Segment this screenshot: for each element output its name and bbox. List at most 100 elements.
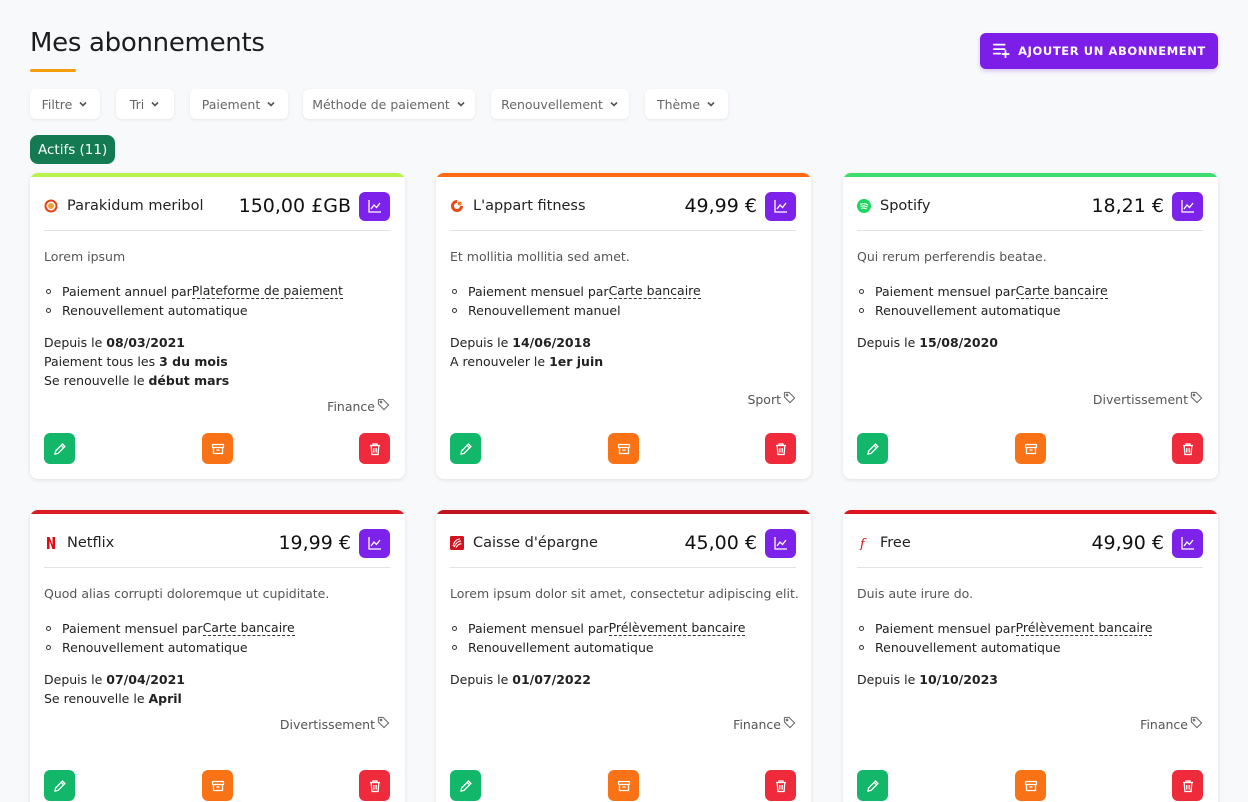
sort-dropdown[interactable]: Tri	[116, 89, 174, 119]
tag-icon	[1190, 391, 1203, 407]
add-subscription-button[interactable]: AJOUTER UN ABONNEMENT	[980, 33, 1218, 69]
payment-dropdown[interactable]: Paiement	[190, 89, 288, 119]
delete-button[interactable]	[765, 433, 796, 464]
card-divider	[450, 567, 796, 568]
payment-method-link[interactable]: Carte bancaire	[202, 620, 295, 636]
card-description: Et mollitia mollitia sed amet.	[450, 249, 630, 264]
chart-icon	[367, 200, 381, 213]
renewal-dropdown[interactable]: Renouvellement	[491, 89, 629, 119]
add-subscription-label: AJOUTER UN ABONNEMENT	[1018, 44, 1206, 58]
card-header: L'appart fitness 49,99 €	[450, 191, 796, 221]
list-item: Renouvellement automatique	[857, 638, 1152, 657]
tag-icon	[1190, 716, 1203, 732]
card-info-line: A renouveler le 1er juin	[450, 354, 604, 369]
card-dates: Depuis le 07/04/2021 Se renouvelle le Apr…	[44, 672, 185, 710]
card-details-list: Paiement mensuel par Carte bancaire Reno…	[450, 282, 701, 320]
card-info-value: 3 du mois	[159, 354, 228, 369]
pencil-icon	[459, 442, 472, 455]
stats-chart-button[interactable]	[765, 528, 796, 558]
archive-icon	[211, 443, 224, 454]
filter-dropdown[interactable]: Filtre	[30, 89, 100, 119]
archive-button[interactable]	[202, 433, 233, 464]
pencil-icon	[459, 779, 472, 792]
card-theme-tag: Finance	[733, 716, 796, 732]
card-dates: Depuis le 15/08/2020	[857, 335, 998, 354]
card-info-line: Se renouvelle le début mars	[44, 373, 230, 388]
chevron-down-icon	[78, 97, 88, 112]
archive-button[interactable]	[608, 770, 639, 801]
card-description: Duis aute irure do.	[857, 586, 974, 601]
stats-chart-button[interactable]	[359, 191, 390, 221]
card-dates: Depuis le 01/07/2022	[450, 672, 591, 691]
archive-button[interactable]	[608, 433, 639, 464]
stats-chart-button[interactable]	[765, 191, 796, 221]
pencil-icon	[53, 442, 66, 455]
payment-method-link[interactable]: Carte bancaire	[608, 283, 701, 299]
card-dates: Depuis le 14/06/2018 A renouveler le 1er …	[450, 335, 603, 373]
card-name: Parakidum meribol	[67, 198, 204, 214]
card-name: Netflix	[67, 535, 115, 551]
edit-button[interactable]	[44, 770, 75, 801]
delete-button[interactable]	[359, 433, 390, 464]
card-divider	[857, 230, 1203, 231]
card-details-list: Paiement mensuel par Prélèvement bancair…	[857, 619, 1153, 657]
archive-icon	[211, 780, 224, 791]
delete-button[interactable]	[1172, 433, 1203, 464]
card-info-value: début mars	[148, 373, 230, 388]
add-list-icon	[992, 41, 1010, 62]
card-info-value: 1er juin	[549, 354, 604, 369]
card-header: Parakidum meribol 150,00 £GB	[44, 191, 390, 221]
stats-chart-button[interactable]	[359, 528, 390, 558]
chevron-down-icon	[609, 97, 619, 112]
card-dates: Depuis le 08/03/2021 Paiement tous les 3 …	[44, 335, 229, 392]
renewal-label: Renouvellement	[501, 96, 603, 112]
archive-button[interactable]	[1015, 433, 1046, 464]
card-info-value: 01/07/2022	[512, 672, 591, 687]
archive-button[interactable]	[202, 770, 233, 801]
trash-icon	[1182, 442, 1193, 455]
edit-button[interactable]	[450, 770, 481, 801]
payment-method-link[interactable]: Carte bancaire	[1015, 283, 1108, 299]
chart-icon	[773, 200, 787, 213]
delete-button[interactable]	[1172, 770, 1203, 801]
title-underline	[30, 69, 76, 72]
theme-label: Thème	[656, 96, 701, 112]
payment-method-link[interactable]: Prélèvement bancaire	[608, 620, 746, 636]
payment-method-dropdown[interactable]: Méthode de paiement	[303, 89, 475, 119]
spotify-logo-icon	[857, 199, 871, 213]
list-item: Renouvellement automatique	[450, 638, 745, 657]
card-info-line: Depuis le 07/04/2021	[44, 672, 185, 687]
card-header: Caisse d'épargne 45,00 €	[450, 528, 796, 558]
edit-button[interactable]	[450, 433, 481, 464]
tag-icon	[783, 391, 796, 407]
card-color-bar	[30, 173, 405, 177]
card-name: Caisse d'épargne	[473, 535, 598, 551]
payment-label: Paiement	[201, 96, 261, 112]
payment-method-link[interactable]: Plateforme de paiement	[191, 283, 343, 299]
theme-dropdown[interactable]: Thème	[645, 89, 728, 119]
edit-button[interactable]	[857, 770, 888, 801]
payment-method-link[interactable]: Prélèvement bancaire	[1015, 620, 1153, 636]
stats-chart-button[interactable]	[1172, 191, 1203, 221]
active-status-badge[interactable]: Actifs (11)	[30, 135, 116, 164]
delete-button[interactable]	[359, 770, 390, 801]
delete-button[interactable]	[765, 770, 796, 801]
subscription-card: Netflix 19,99 € Quod alias corrupti dolo…	[30, 510, 405, 802]
card-color-bar	[843, 173, 1218, 177]
archive-button[interactable]	[1015, 770, 1046, 801]
subscription-card: Caisse d'épargne 45,00 € Lorem ipsum dol…	[436, 510, 811, 802]
card-name: Free	[880, 535, 911, 551]
stats-chart-button[interactable]	[1172, 528, 1203, 558]
card-info-value: 15/08/2020	[919, 335, 998, 350]
archive-icon	[1024, 443, 1037, 454]
card-details-list: Paiement mensuel par Prélèvement bancair…	[450, 619, 746, 657]
chart-icon	[1180, 537, 1194, 550]
caisse-epargne-logo-icon	[450, 536, 464, 550]
edit-button[interactable]	[857, 433, 888, 464]
trash-icon	[369, 779, 380, 792]
card-theme-tag: Sport	[747, 391, 796, 407]
archive-icon	[1024, 780, 1037, 791]
pencil-icon	[866, 442, 879, 455]
edit-button[interactable]	[44, 433, 75, 464]
pencil-icon	[53, 779, 66, 792]
